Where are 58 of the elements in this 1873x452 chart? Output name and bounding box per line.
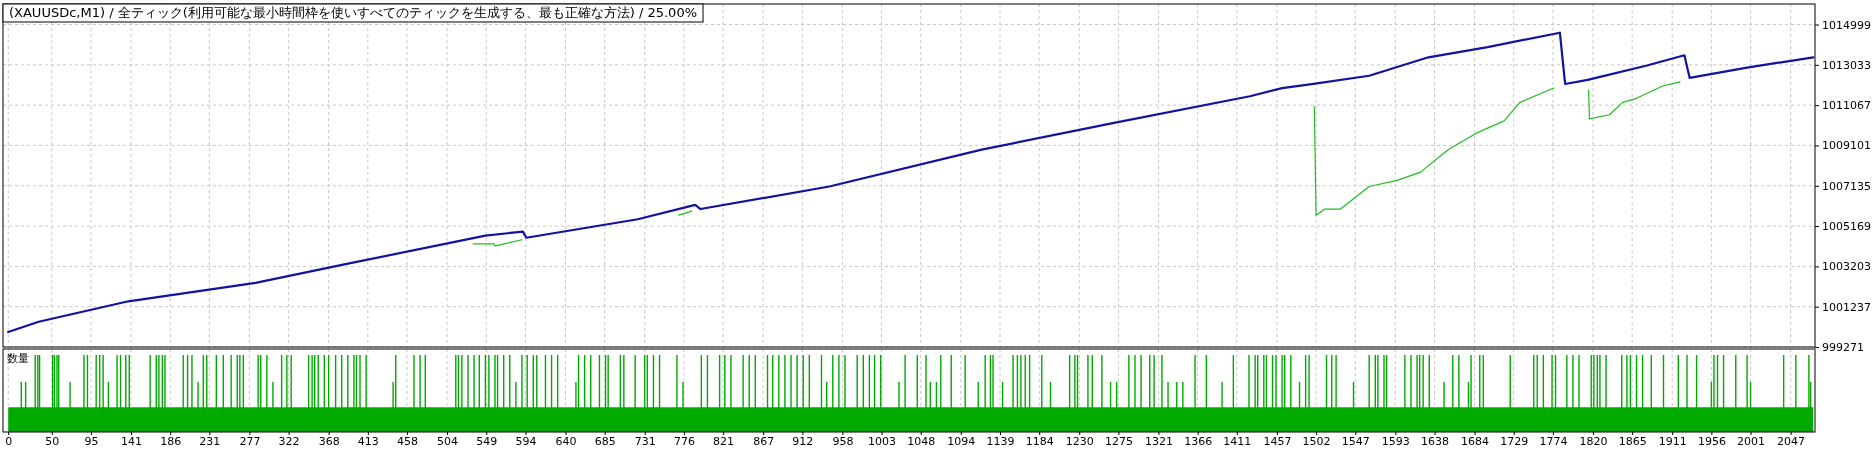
x-tick-label: 504: [437, 434, 459, 448]
y-tick-label: 1001237: [1822, 300, 1871, 314]
y-tick-label: 1013033: [1822, 58, 1871, 72]
y-axis-title: 数量: [7, 352, 29, 365]
x-tick-label: 277: [239, 434, 261, 448]
x-tick-label: 231: [199, 434, 221, 448]
x-tick-label: 867: [753, 434, 775, 448]
y-tick-label: 1011067: [1822, 99, 1871, 113]
y-tick-label: 1005169: [1822, 220, 1871, 234]
x-tick-label: 322: [278, 434, 300, 448]
y-tick-label: 1003203: [1822, 260, 1871, 274]
y-tick-label: 1009101: [1822, 139, 1871, 153]
x-tick-label: 1139: [986, 434, 1015, 448]
x-tick-label: 0: [5, 434, 13, 448]
x-tick-label: 1911: [1658, 434, 1687, 448]
chart-title: (XAUUSDc,M1) / 全ティック(利用可能な最小時間枠を使いすべてのティックを生成する、最も正確な方法) / 25.00%: [9, 5, 698, 20]
x-tick-label: 1865: [1618, 434, 1647, 448]
x-tick-label: 1502: [1302, 434, 1331, 448]
x-tick-label: 1684: [1461, 434, 1490, 448]
x-tick-label: 1184: [1025, 434, 1054, 448]
y-tick-label: 1014999: [1822, 18, 1871, 32]
x-tick-label: 95: [84, 434, 99, 448]
x-tick-label: 141: [121, 434, 142, 448]
x-tick-label: 594: [515, 434, 537, 448]
x-tick-label: 1956: [1697, 434, 1726, 448]
x-tick-label: 1048: [907, 434, 936, 448]
x-tick-label: 1411: [1223, 434, 1252, 448]
line-series: [7, 31, 1815, 334]
x-tick-label: 413: [357, 434, 379, 448]
x-tick-label: 186: [160, 434, 182, 448]
x-tick-label: 549: [476, 434, 498, 448]
x-tick-label: 2047: [1777, 434, 1806, 448]
x-tick-label: 2001: [1737, 434, 1766, 448]
x-tick-label: 1729: [1500, 434, 1529, 448]
x-tick-label: 1774: [1539, 434, 1568, 448]
x-tick-label: 821: [713, 434, 735, 448]
x-tick-label: 50: [45, 434, 60, 448]
x-tick-label: 1366: [1184, 434, 1213, 448]
x-tick-label: 958: [832, 434, 854, 448]
x-tick-label: 1820: [1579, 434, 1608, 448]
x-tick-label: 776: [673, 434, 695, 448]
x-tick-label: 1457: [1263, 434, 1292, 448]
x-tick-label: 1638: [1420, 434, 1449, 448]
x-tick-label: 731: [634, 434, 656, 448]
x-tick-label: 1003: [868, 434, 897, 448]
x-tick-label: 1321: [1144, 434, 1173, 448]
x-tick-label: 685: [594, 434, 616, 448]
x-tick-label: 458: [397, 434, 419, 448]
y-tick-label: 999271: [1822, 341, 1864, 355]
x-tick-label: 1094: [947, 434, 976, 448]
x-tick-label: 640: [555, 434, 577, 448]
x-tick-label: 1275: [1104, 434, 1133, 448]
x-tick-label: 912: [792, 434, 814, 448]
x-tick-label: 1593: [1381, 434, 1410, 448]
x-tick-label: 368: [318, 434, 340, 448]
x-tick-label: 1547: [1341, 434, 1370, 448]
x-tick-label: 1230: [1065, 434, 1094, 448]
y-tick-label: 1007135: [1822, 179, 1871, 193]
